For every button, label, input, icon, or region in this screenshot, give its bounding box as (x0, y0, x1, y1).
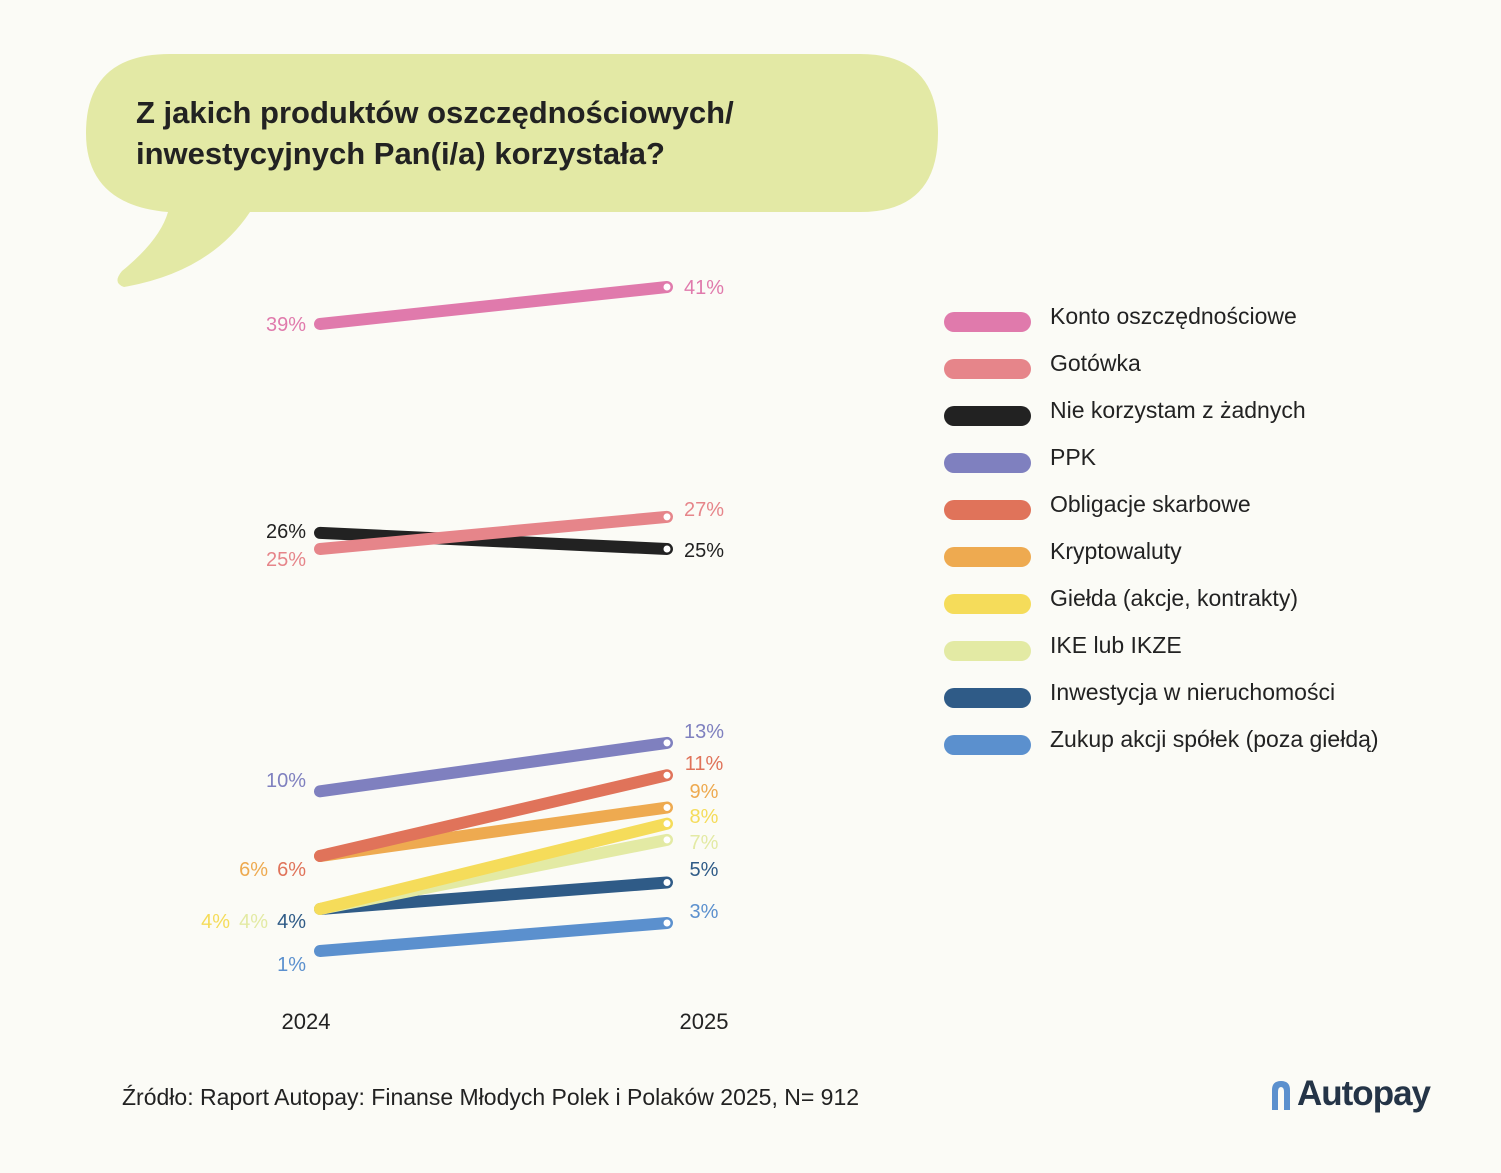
series-7-start-label: 4% (239, 911, 268, 933)
legend: Konto oszczędnościowe Gotówka Nie korzysta… (944, 300, 1464, 770)
legend-label: Zukup akcji spółek (poza giełdą) (1050, 726, 1379, 752)
series-2-line (314, 526, 673, 555)
series-0-start-label: 39% (266, 314, 306, 336)
legend-item-5: Kryptowaluty (944, 535, 1464, 582)
series-7-end-label: 7% (690, 832, 719, 854)
speech-bubble (86, 54, 938, 287)
legend-item-4: Obligacje skarbowe (944, 488, 1464, 535)
legend-swatch (944, 688, 1031, 708)
legend-item-3: PPK (944, 441, 1464, 488)
legend-item-8: Inwestycja w nieruchomości (944, 676, 1464, 723)
series-6-end-point (661, 818, 673, 830)
legend-item-2: Nie korzystam z żadnych (944, 394, 1464, 441)
source-note: Źródło: Raport Autopay: Finanse Młodych … (122, 1084, 860, 1110)
legend-item-9: Zukup akcji spółek (poza giełdą) (944, 723, 1464, 770)
series-3-end-point (661, 737, 673, 749)
series-8-start-label: 4% (277, 911, 306, 933)
series-8-end-label: 5% (690, 859, 719, 881)
series-5-end-point (661, 802, 673, 814)
legend-label: IKE lub IKZE (1050, 632, 1182, 658)
series-1-end-label: 27% (684, 499, 724, 521)
legend-label: Konto oszczędnościowe (1050, 303, 1297, 329)
series-0-line (314, 281, 673, 330)
legend-label: Obligacje skarbowe (1050, 491, 1251, 517)
legend-label: Giełda (akcje, kontrakty) (1050, 585, 1298, 611)
series-7-end-point (661, 834, 673, 846)
series-3-line (314, 736, 673, 798)
series-1-start-label: 25% (266, 549, 306, 571)
series-4-end-point (661, 769, 673, 781)
legend-item-0: Konto oszczędnościowe (944, 300, 1464, 347)
legend-swatch (944, 500, 1031, 520)
series-3-end-label: 13% (684, 721, 724, 743)
series-9-end-point (661, 917, 673, 929)
series-5-start-label: 6% (239, 859, 268, 881)
series-0-end-label: 41% (684, 277, 724, 299)
series-8-end-point (661, 877, 673, 888)
legend-label: PPK (1050, 444, 1097, 470)
series-1-line (314, 510, 673, 555)
legend-swatch (944, 312, 1031, 332)
legend-label: Gotówka (1050, 350, 1141, 376)
autopay-logo-icon (1272, 1081, 1290, 1110)
series-0-end-point (661, 281, 673, 293)
series-3-start-label: 10% (266, 770, 306, 792)
brand-name: Autopay (1297, 1074, 1431, 1113)
x-tick-label-2025: 2025 (680, 1009, 729, 1034)
legend-item-7: IKE lub IKZE (944, 629, 1464, 676)
series-4-line (314, 769, 673, 862)
legend-swatch (944, 453, 1031, 473)
legend-item-6: Giełda (akcje, kontrakty) (944, 582, 1464, 629)
legend-label: Nie korzystam z żadnych (1050, 397, 1306, 423)
legend-swatch (944, 641, 1031, 661)
series-4-start-label: 6% (277, 859, 306, 881)
legend-label: Kryptowaluty (1050, 538, 1182, 564)
legend-swatch (944, 735, 1031, 755)
series-5-end-label: 9% (690, 781, 719, 803)
legend-item-1: Gotówka (944, 347, 1464, 394)
legend-swatch (944, 547, 1031, 567)
series-2-end-label: 25% (684, 540, 724, 562)
series-2-end-point (661, 543, 673, 555)
series-4-end-label: 11% (685, 753, 724, 775)
legend-swatch (944, 406, 1031, 426)
series-6-end-label: 8% (690, 806, 719, 828)
series-9-start-label: 1% (277, 954, 306, 976)
series-9-end-label: 3% (690, 901, 719, 923)
series-2-start-label: 26% (266, 521, 306, 543)
legend-label: Inwestycja w nieruchomości (1050, 679, 1336, 705)
chart-title: Z jakich produktów oszczędnościowych/ in… (136, 95, 734, 171)
series-6-line (314, 817, 673, 915)
series-6-start-label: 4% (201, 911, 230, 933)
x-tick-label-2024: 2024 (282, 1009, 331, 1034)
legend-swatch (944, 594, 1031, 614)
series-8-line (314, 876, 673, 915)
legend-swatch (944, 359, 1031, 379)
series-1-end-point (661, 511, 673, 523)
series-9-line (314, 917, 673, 957)
